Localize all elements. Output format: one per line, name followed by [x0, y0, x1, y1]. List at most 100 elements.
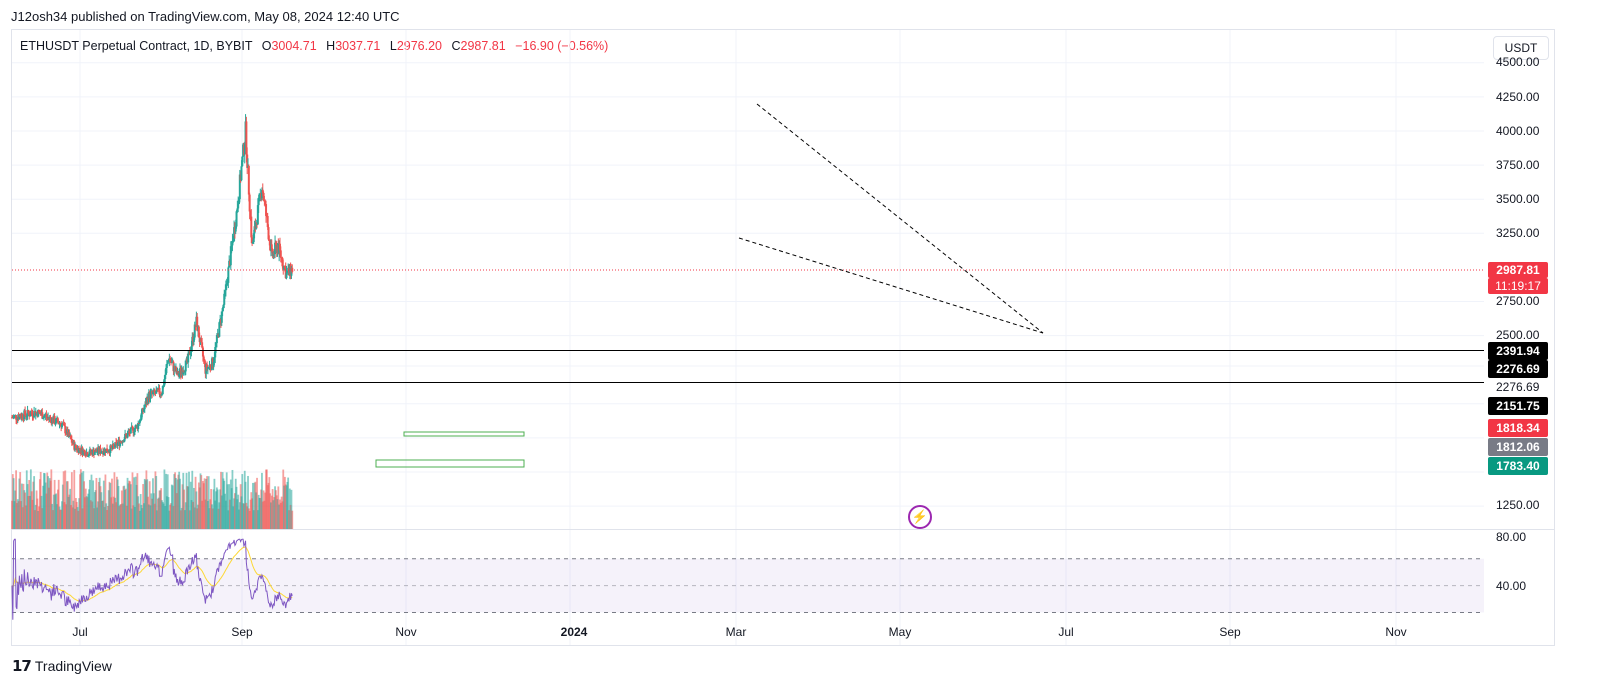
chart-overlays: [12, 103, 1555, 530]
candle-body: [149, 392, 152, 400]
volume-bar: [133, 477, 136, 529]
candle-body: [29, 415, 32, 417]
candle-body: [164, 374, 167, 379]
candle-body: [83, 450, 86, 452]
lightning-icon[interactable]: ⚡: [908, 505, 932, 529]
volume-bar: [241, 474, 244, 529]
candle-body: [167, 360, 170, 362]
candle-body: [82, 450, 85, 455]
time-axis: Jul Sep Nov 2024 Mar May Jul Sep Nov: [72, 625, 1406, 639]
volume-bar: [290, 489, 293, 529]
level-upper-tag: 2391.94: [1488, 342, 1548, 360]
price-axis-label: 4250.00: [1496, 90, 1540, 104]
candle-body: [63, 423, 66, 426]
candle-body: [178, 373, 181, 376]
candle-body: [241, 156, 244, 167]
volume-bar: [129, 484, 132, 529]
volume-bar: [104, 474, 107, 529]
candle-body: [110, 445, 113, 448]
candle-body: [245, 121, 248, 155]
candle-body: [109, 445, 112, 454]
currency-unit-button[interactable]: USDT: [1493, 36, 1549, 60]
close-label: C: [451, 39, 461, 53]
low-value: 2976.20: [396, 39, 442, 53]
candle-body: [161, 386, 164, 395]
candle-body: [65, 433, 68, 435]
candle-body: [246, 154, 249, 168]
candle-body: [134, 425, 137, 429]
candle-body: [184, 360, 187, 372]
candle-body: [234, 226, 237, 232]
candle-body: [187, 353, 190, 363]
candle-body: [38, 410, 41, 412]
candle-body: [248, 194, 251, 212]
tradingview-logo[interactable]: 𝟭𝟳 TradingView: [12, 657, 112, 675]
candle-body: [202, 356, 205, 360]
candle-body: [112, 444, 115, 446]
candle-body: [155, 390, 158, 394]
countdown-tag: 11:19:17: [1488, 278, 1548, 294]
candle-body: [230, 245, 233, 247]
price-axis-label: 3500.00: [1496, 192, 1540, 206]
time-axis-label: Sep: [1219, 625, 1241, 639]
candle-body: [206, 364, 209, 370]
candle-body: [286, 271, 289, 273]
candle-body: [54, 422, 57, 424]
candlesticks: [11, 114, 294, 459]
candle-body: [266, 216, 269, 228]
candle-body: [43, 415, 46, 417]
volume-bar: [70, 472, 73, 529]
price-axis-label: 2276.69: [1496, 380, 1540, 394]
tradingview-brand: TradingView: [34, 658, 112, 674]
candle-body: [11, 417, 14, 419]
candle-body: [55, 418, 58, 423]
candle-body: [38, 411, 41, 414]
candle-body: [238, 174, 241, 200]
candle-body: [291, 267, 294, 272]
candle-body: [111, 444, 114, 449]
volume-bar: [291, 510, 294, 529]
candle-body: [252, 233, 255, 243]
tag-1818: 1818.34: [1488, 419, 1548, 437]
open-value: 3004.71: [271, 39, 317, 53]
candle-body: [235, 211, 238, 227]
candle-body: [116, 443, 119, 446]
candle-body: [86, 452, 89, 457]
volume-bar: [188, 471, 190, 529]
change-value: −16.90 (−0.56%): [515, 39, 609, 53]
zone-upper: [403, 431, 525, 437]
candle-body: [100, 451, 103, 454]
high-value: 3037.71: [335, 39, 381, 53]
candle-body: [29, 412, 32, 416]
volume-bar: [183, 489, 185, 529]
candle-body: [70, 435, 73, 440]
candle-body: [131, 426, 134, 428]
candle-body: [151, 392, 154, 394]
symbol-legend: ETHUSDT Perpetual Contract, 1D, BYBIT O3…: [20, 39, 608, 53]
candle-body: [229, 246, 232, 266]
last-price-tag: 2987.81: [1488, 262, 1548, 278]
candle-body: [124, 433, 127, 436]
candle-body: [137, 422, 140, 430]
candle-body: [250, 216, 253, 238]
candle-body: [124, 433, 127, 440]
candle-body: [262, 192, 265, 201]
volume-bar: [148, 481, 151, 529]
symbol-title[interactable]: ETHUSDT Perpetual Contract, 1D, BYBIT: [20, 39, 253, 53]
candle-body: [153, 389, 156, 393]
candle-body: [243, 144, 246, 155]
candle-body: [87, 455, 90, 457]
candle-body: [213, 357, 216, 362]
volume-bar: [73, 469, 76, 529]
candle-body: [138, 422, 141, 424]
candle-body: [231, 241, 234, 246]
candle-body: [70, 439, 73, 443]
high-label: H: [326, 39, 336, 53]
zone-lower: [375, 459, 525, 468]
candle-body: [162, 385, 165, 387]
candle-body: [138, 420, 141, 424]
candle-body: [200, 338, 203, 343]
volume-bar: [247, 475, 249, 529]
candle-body: [268, 239, 271, 242]
